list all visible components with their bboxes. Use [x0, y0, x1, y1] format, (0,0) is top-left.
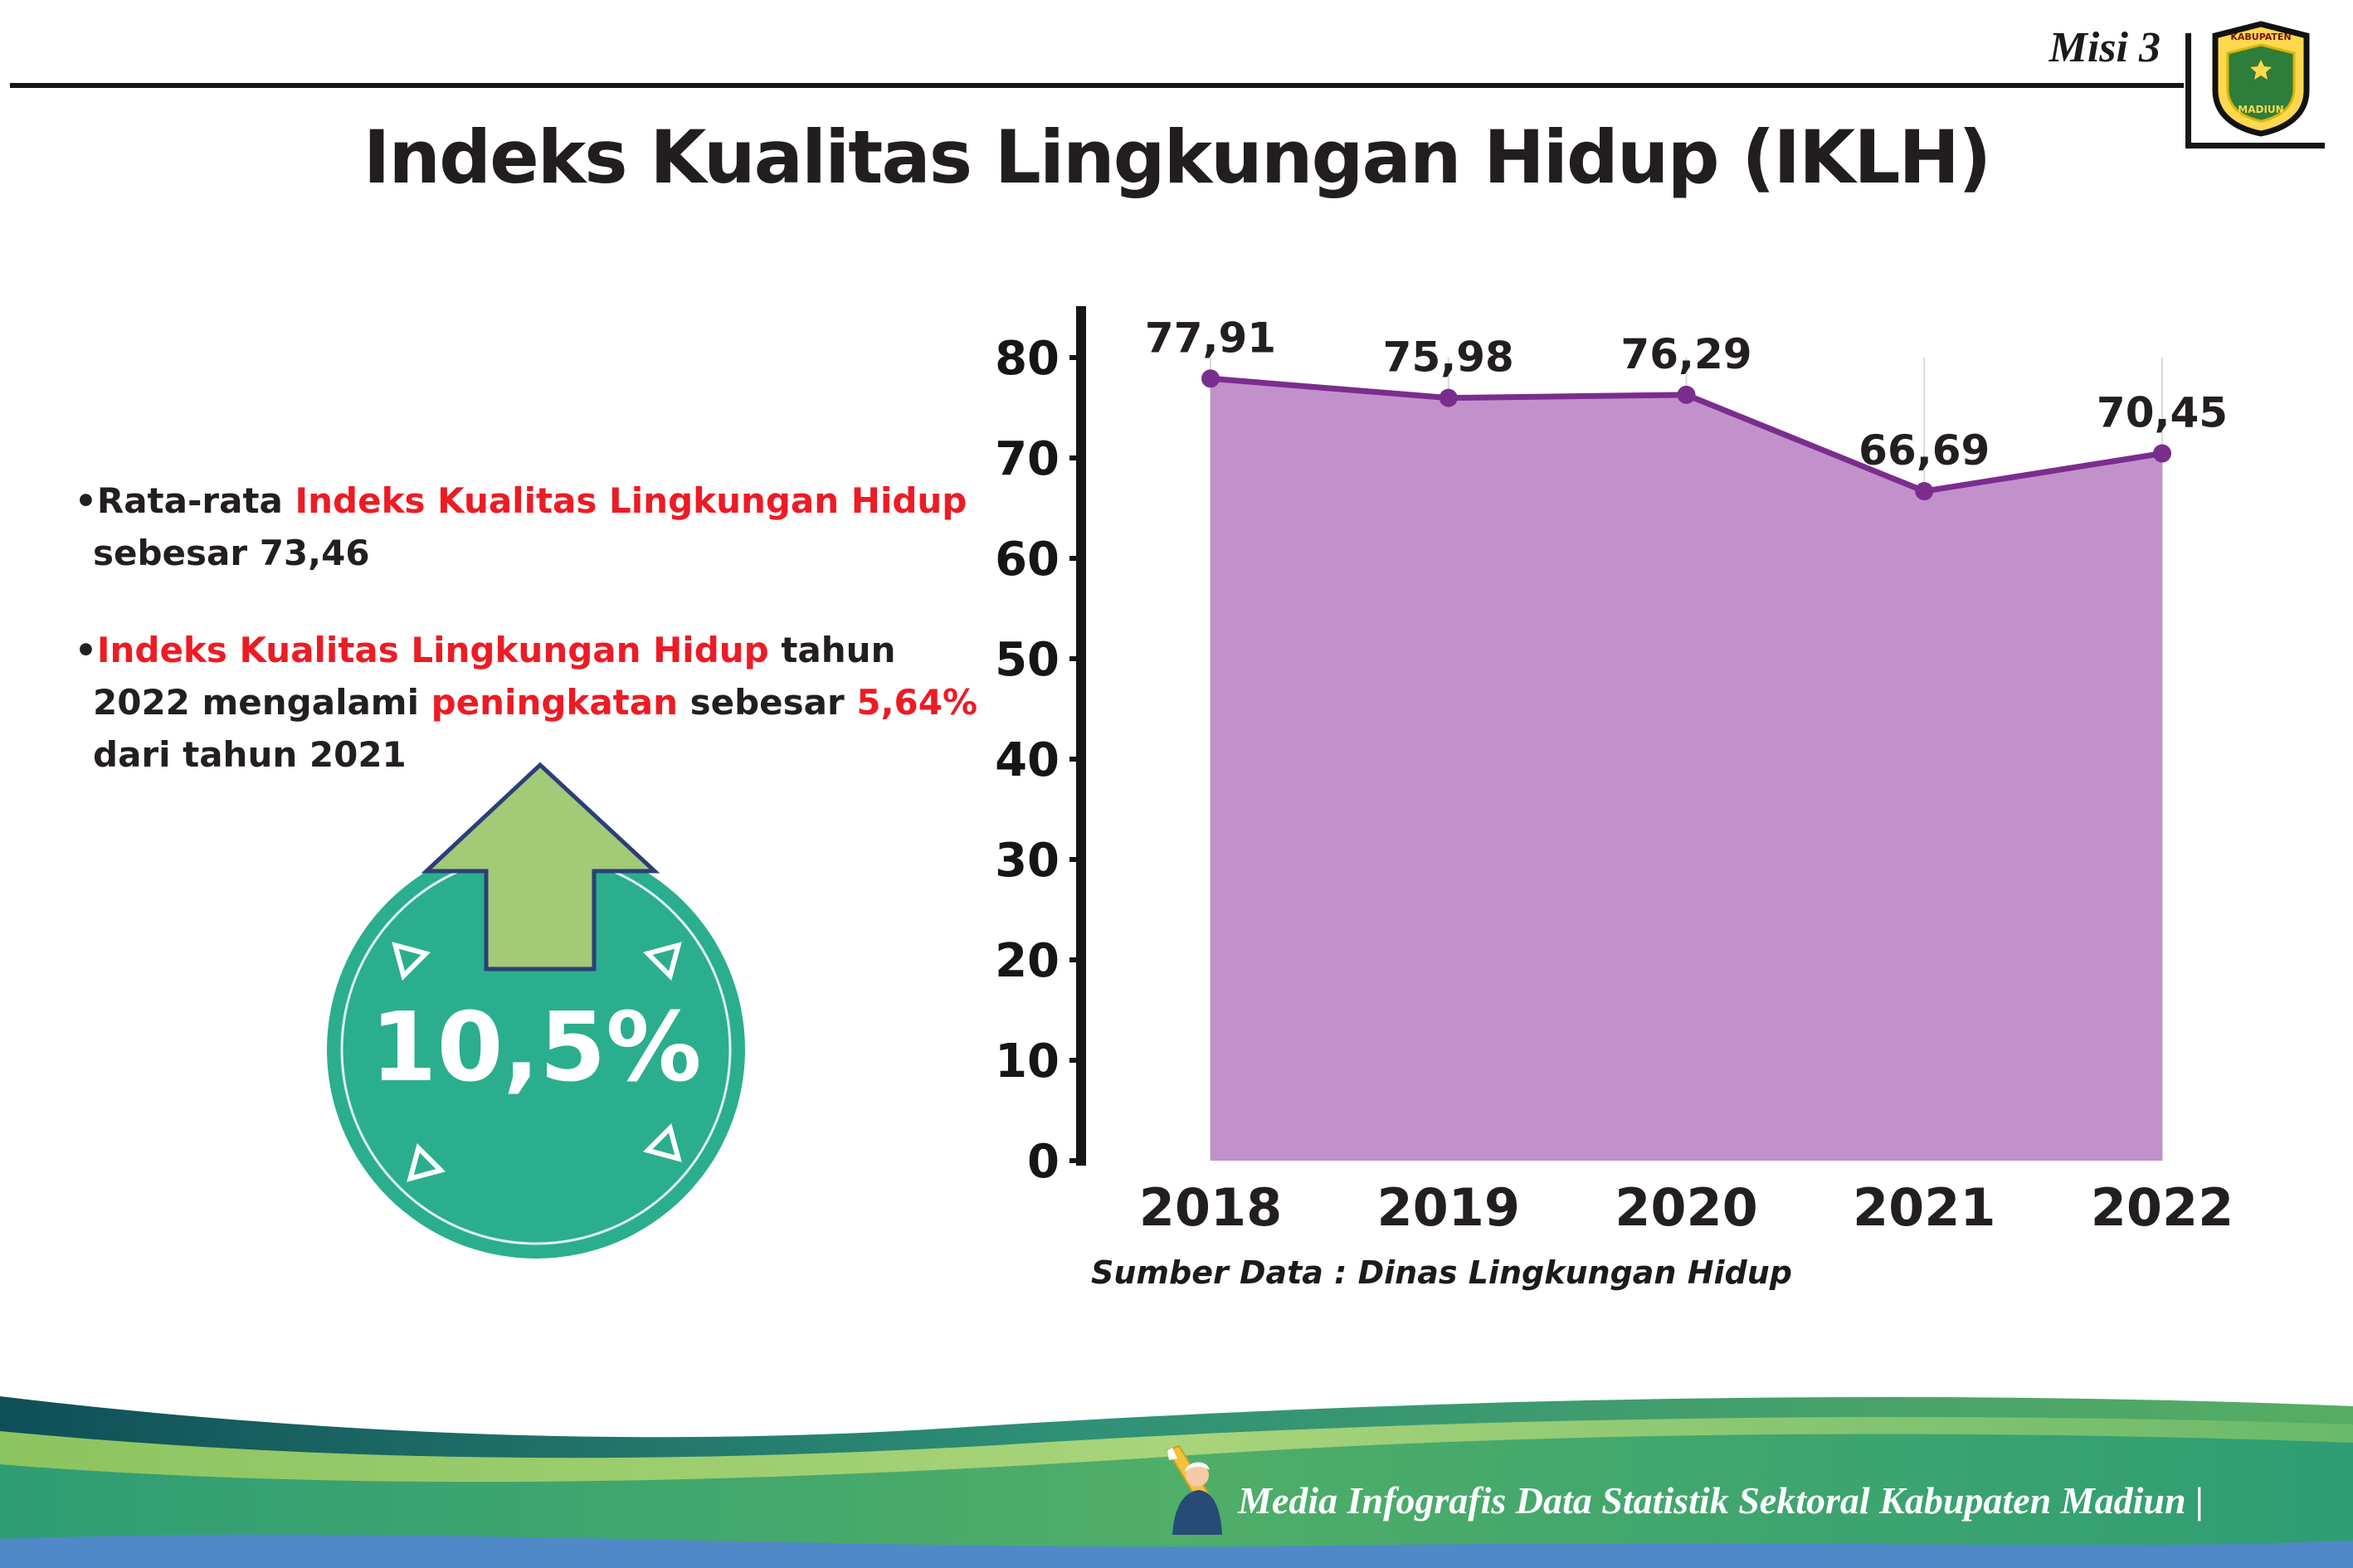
note-segment-red: Indeks Kualitas Lingkungan Hidup — [96, 630, 769, 670]
area-fill — [1211, 378, 2162, 1161]
data-point — [1677, 385, 1696, 404]
value-label: 77,91 — [1145, 314, 1276, 362]
y-tick-label: 30 — [995, 834, 1060, 888]
badge-triangles — [392, 942, 682, 1182]
logo-bracket-vertical — [2185, 33, 2191, 149]
note-segment-red: 5,64% — [856, 682, 978, 723]
up-arrow-icon — [421, 762, 660, 971]
pencil-tip — [1167, 1448, 1177, 1460]
chart-source: Sumber Data : Dinas Lingkungan Hidup — [1091, 1254, 1792, 1291]
data-point — [1439, 388, 1458, 407]
footer-wave — [0, 1396, 2353, 1568]
notes-block: •Rata-rata Indeks Kualitas Lingkungan Hi… — [75, 475, 1004, 825]
badge-triangle-icon — [642, 942, 682, 981]
logo-inner-shield — [2226, 43, 2296, 123]
value-label: 76,29 — [1620, 330, 1751, 378]
x-axis-label: 2022 — [2091, 1177, 2234, 1238]
badge-triangle-icon — [642, 1122, 682, 1162]
badge-circle — [327, 840, 745, 1259]
bullet-glyph: • — [75, 630, 97, 670]
y-tick-label: 80 — [995, 332, 1060, 386]
header-rule — [10, 83, 2184, 88]
iklh-area-chart: 77,91 75,98 76,29 66,69 70,45 0 10 20 30 40 50 60 70… — [995, 306, 2234, 1238]
logo-bottom-text: MADIUN — [2238, 104, 2283, 115]
value-label: 66,69 — [1859, 426, 1990, 475]
y-tick-label: 10 — [995, 1035, 1060, 1088]
badge-triangle-icon — [392, 942, 431, 981]
y-tick-label: 70 — [995, 432, 1060, 486]
x-axis-label: 2019 — [1376, 1177, 1520, 1238]
mascot-body — [1172, 1490, 1222, 1535]
data-point — [2153, 444, 2171, 463]
y-tick-label: 20 — [995, 934, 1060, 988]
misi-label: Misi 3 — [2049, 24, 2161, 71]
badge-triangle-icon — [407, 1142, 446, 1182]
y-tick-label: 60 — [995, 533, 1060, 587]
logo-bracket-horizontal — [2185, 143, 2325, 149]
note-segment: dari tahun 2021 — [93, 734, 407, 775]
y-tick-label: 0 — [1027, 1135, 1060, 1189]
mascot-icon — [1166, 1445, 1222, 1535]
note-segment: sebesar — [678, 682, 857, 723]
bullet-glyph: • — [75, 480, 97, 521]
y-tick-label: 50 — [995, 633, 1060, 687]
kabupaten-madiun-logo: KABUPATEN MADIUN — [2212, 21, 2310, 137]
data-point — [1915, 482, 1934, 501]
x-axis-label: 2018 — [1139, 1177, 1283, 1238]
x-axis-label: 2021 — [1853, 1177, 1996, 1238]
note-segment: Rata-rata — [96, 480, 295, 521]
value-label: 70,45 — [2097, 389, 2228, 437]
note-segment: tahun 2022 mengalami — [93, 630, 896, 723]
wave-blue — [0, 1534, 2353, 1568]
note-segment-red: peningkatan — [431, 682, 678, 723]
mascot-head — [1186, 1463, 1209, 1487]
note-average: •Rata-rata Indeks Kualitas Lingkungan Hi… — [75, 475, 1004, 579]
data-point — [1201, 369, 1220, 388]
page-title: Indeks Kualitas Lingkungan Hidup (IKLH) — [363, 114, 1992, 200]
x-axis-label: 2020 — [1615, 1177, 1758, 1238]
mascot-hat — [1185, 1462, 1210, 1472]
note-increase: •Indeks Kualitas Lingkungan Hidup tahun … — [75, 624, 1004, 781]
logo-top-text: KABUPATEN — [2230, 32, 2291, 42]
y-tick-label: 40 — [995, 733, 1060, 787]
badge-value: 10,5% — [371, 992, 702, 1103]
value-label: 75,98 — [1383, 334, 1514, 382]
increase-badge: 10,5% — [327, 762, 745, 1259]
wave-main — [0, 1434, 2353, 1568]
note-segment-red: Indeks Kualitas Lingkungan Hidup — [295, 480, 967, 521]
note-segment: sebesar 73,46 — [93, 533, 370, 573]
footer-credit: Media Infografis Data Statistik Sektoral… — [1238, 1479, 2204, 1522]
logo-star-icon — [2250, 60, 2272, 80]
